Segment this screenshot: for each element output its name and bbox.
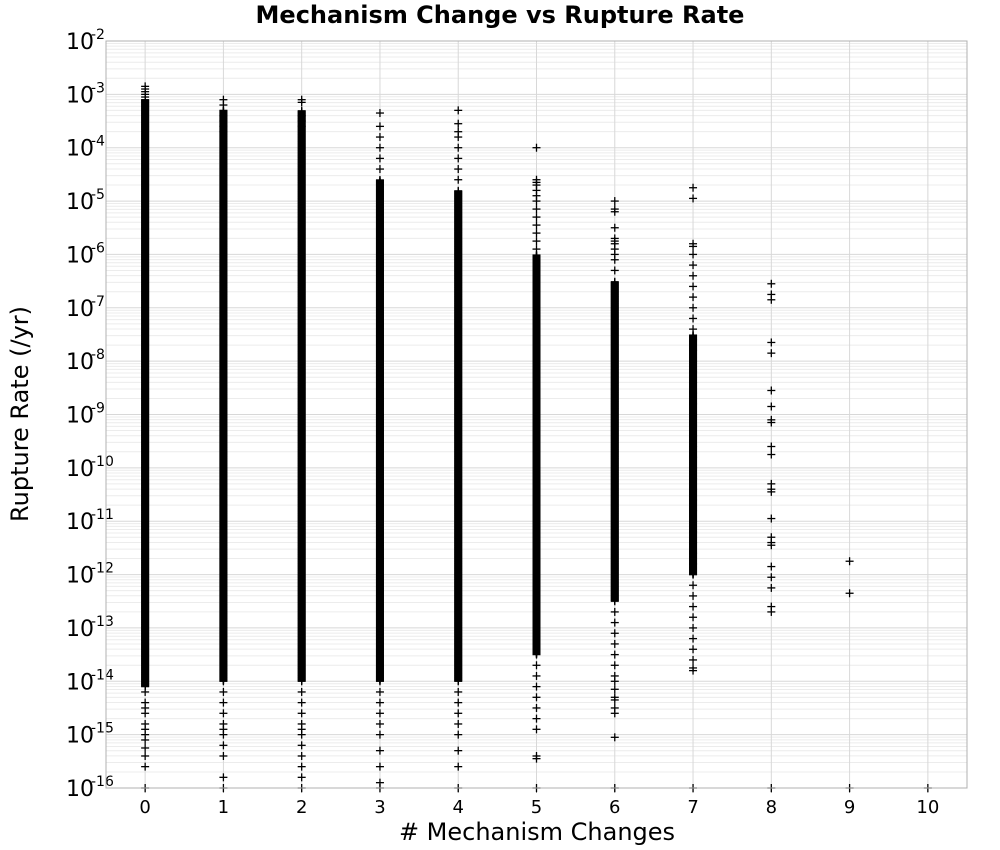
y-tick: 10-16 (66, 774, 114, 802)
x-tick-label: 4 (453, 797, 464, 818)
y-tick-base: 10 (66, 617, 94, 642)
data-point (375, 122, 384, 131)
x-ticks: 0 1 2 3 4 5 6 7 8 9 10 (139, 788, 939, 818)
data-point (375, 133, 384, 142)
y-tick: 10-14 (66, 667, 114, 695)
y-tick: 10-12 (66, 561, 114, 589)
data-point (454, 762, 463, 771)
y-tick-exponent: -10 (91, 454, 114, 470)
y-tick: 10-11 (66, 507, 114, 535)
data-point (454, 165, 463, 174)
x-tick-label: 1 (218, 797, 229, 818)
x-tick-label: 0 (139, 797, 150, 818)
x-axis-label: # Mechanism Changes (399, 818, 675, 846)
data-point (141, 751, 150, 760)
data-point (375, 746, 384, 755)
x-tick-label: 10 (916, 797, 939, 818)
data-point (219, 751, 228, 760)
data-point (375, 698, 384, 707)
y-tick: 10-8 (66, 347, 105, 375)
y-tick-exponent: -8 (91, 347, 105, 363)
y-tick-exponent: -13 (91, 614, 114, 630)
data-point (454, 698, 463, 707)
y-tick: 10-5 (66, 187, 105, 215)
x-tick-label: 2 (296, 797, 307, 818)
y-tick-base: 10 (66, 243, 94, 268)
y-tick-base: 10 (66, 777, 94, 802)
y-tick-exponent: -5 (91, 187, 105, 203)
data-point (297, 773, 306, 782)
y-tick-base: 10 (66, 350, 94, 375)
data-points (141, 82, 932, 792)
y-tick-exponent: -11 (91, 507, 114, 523)
x-tick-label: 6 (609, 797, 620, 818)
data-point (297, 751, 306, 760)
x-tick-label: 8 (766, 797, 777, 818)
data-point (297, 698, 306, 707)
y-tick-exponent: -4 (91, 134, 105, 150)
y-tick-exponent: -2 (91, 27, 105, 43)
data-point (454, 746, 463, 755)
y-tick: 10-10 (66, 454, 114, 482)
data-point (454, 119, 463, 128)
y-axis-label: Rupture Rate (/yr) (6, 306, 34, 522)
x-tick-label: 9 (844, 797, 855, 818)
y-tick-base: 10 (66, 404, 94, 429)
y-tick-base: 10 (66, 190, 94, 215)
y-tick: 10-4 (66, 134, 105, 162)
y-tick-exponent: -14 (91, 667, 114, 683)
data-point (375, 709, 384, 718)
data-point (375, 719, 384, 728)
data-point (219, 773, 228, 782)
x-tick-label: 7 (687, 797, 698, 818)
data-point (454, 133, 463, 142)
y-tick-base: 10 (66, 297, 94, 322)
y-tick-base: 10 (66, 83, 94, 108)
data-point (219, 698, 228, 707)
data-point (375, 165, 384, 174)
y-tick-exponent: -6 (91, 240, 105, 256)
y-tick-exponent: -9 (91, 401, 105, 417)
x-tick-label: 5 (531, 797, 542, 818)
y-tick: 10-7 (66, 294, 105, 322)
y-tick-base: 10 (66, 510, 94, 535)
data-point (454, 719, 463, 728)
y-tick: 10-13 (66, 614, 114, 642)
data-point (297, 709, 306, 718)
data-point (454, 106, 463, 115)
y-tick: 10-6 (66, 240, 105, 268)
y-tick: 10-9 (66, 401, 105, 429)
y-ticks: 10-210-310-410-510-610-710-810-910-1010-… (66, 27, 114, 802)
y-tick-base: 10 (66, 137, 94, 162)
y-tick: 10-2 (66, 27, 105, 55)
y-tick-exponent: -3 (91, 80, 105, 96)
y-tick: 10-15 (66, 721, 114, 749)
y-tick-exponent: -7 (91, 294, 105, 310)
data-point (454, 175, 463, 184)
data-point (141, 762, 150, 771)
y-tick-base: 10 (66, 457, 94, 482)
data-point (141, 709, 150, 718)
data-point (219, 709, 228, 718)
data-point (297, 762, 306, 771)
y-tick-exponent: -12 (91, 561, 114, 577)
data-point (375, 762, 384, 771)
y-tick-exponent: -15 (91, 721, 114, 737)
data-point (454, 709, 463, 718)
y-tick-base: 10 (66, 670, 94, 695)
x-tick-label: 3 (374, 797, 385, 818)
y-tick-base: 10 (66, 724, 94, 749)
chart-title: Mechanism Change vs Rupture Rate (256, 1, 745, 29)
y-tick-exponent: -16 (91, 774, 114, 790)
y-tick-base: 10 (66, 30, 94, 55)
y-tick: 10-3 (66, 80, 105, 108)
y-tick-base: 10 (66, 564, 94, 589)
